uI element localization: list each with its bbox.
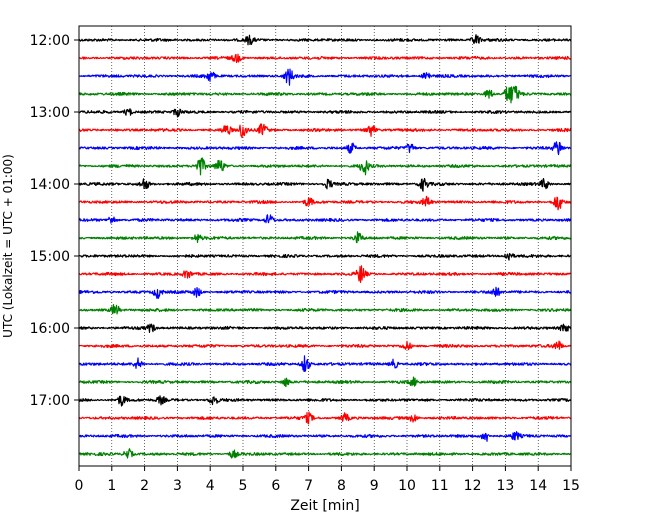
x-tick-label-9: 9 [370,478,379,494]
y-tick-label-1500: 15:00 [30,249,70,265]
trace-1345 [78,157,572,176]
trace-1515 [78,265,572,284]
y-tick-label-1600: 16:00 [30,321,70,337]
trace-1415 [78,195,572,211]
y-tick-label-1700: 17:00 [30,393,70,409]
x-axis-ticks: 0 1 2 3 4 5 6 7 8 9 10 11 12 13 14 15 [75,466,580,494]
trace-1500 [78,252,572,261]
trace-1300 [78,108,572,118]
y-axis-label: UTC (Lokalzeit = UTC + 01:00) [1,154,15,338]
x-tick-label-10: 10 [398,478,416,494]
x-tick-label-2: 2 [140,478,149,494]
x-tick-label-6: 6 [271,478,280,494]
x-tick-label-3: 3 [173,478,182,494]
trace-1430 [78,214,572,224]
trace-1545 [78,303,572,315]
trace-1400 [78,177,572,192]
x-tick-label-11: 11 [431,478,449,494]
plot-frame [78,25,572,467]
trace-1530 [78,286,572,299]
trace-1245 [78,85,572,104]
y-tick-label-1300: 13:00 [30,105,70,121]
x-tick-label-7: 7 [304,478,313,494]
x-tick-label-15: 15 [562,478,580,494]
y-tick-label-1200: 12:00 [30,33,70,49]
trace-1715 [78,411,572,425]
y-tick-label-1400: 14:00 [30,177,70,193]
vertical-grid-lines [111,26,539,466]
x-tick-label-12: 12 [464,478,482,494]
trace-1215 [78,53,572,64]
x-tick-label-5: 5 [239,478,248,494]
x-axis-label: Zeit [min] [290,498,359,514]
trace-1645 [78,376,572,387]
x-tick-label-1: 1 [107,478,116,494]
trace-1330 [78,141,572,156]
y-axis-ticks: 12:00 13:00 14:00 15:00 16:00 17:00 [30,33,79,409]
trace-1730 [78,431,572,442]
trace-1200 [78,34,572,46]
x-tick-label-0: 0 [75,478,84,494]
x-tick-label-8: 8 [337,478,346,494]
trace-1315 [78,123,572,139]
trace-1630 [78,355,572,372]
trace-1700 [78,395,572,407]
trace-1615 [78,340,572,351]
trace-1745 [78,448,572,459]
trace-1445 [78,231,572,244]
x-tick-label-4: 4 [206,478,215,494]
x-tick-label-14: 14 [529,478,547,494]
seismic-traces [78,34,572,459]
trace-1230 [78,68,572,86]
trace-1600 [78,323,572,333]
x-tick-label-13: 13 [496,478,514,494]
